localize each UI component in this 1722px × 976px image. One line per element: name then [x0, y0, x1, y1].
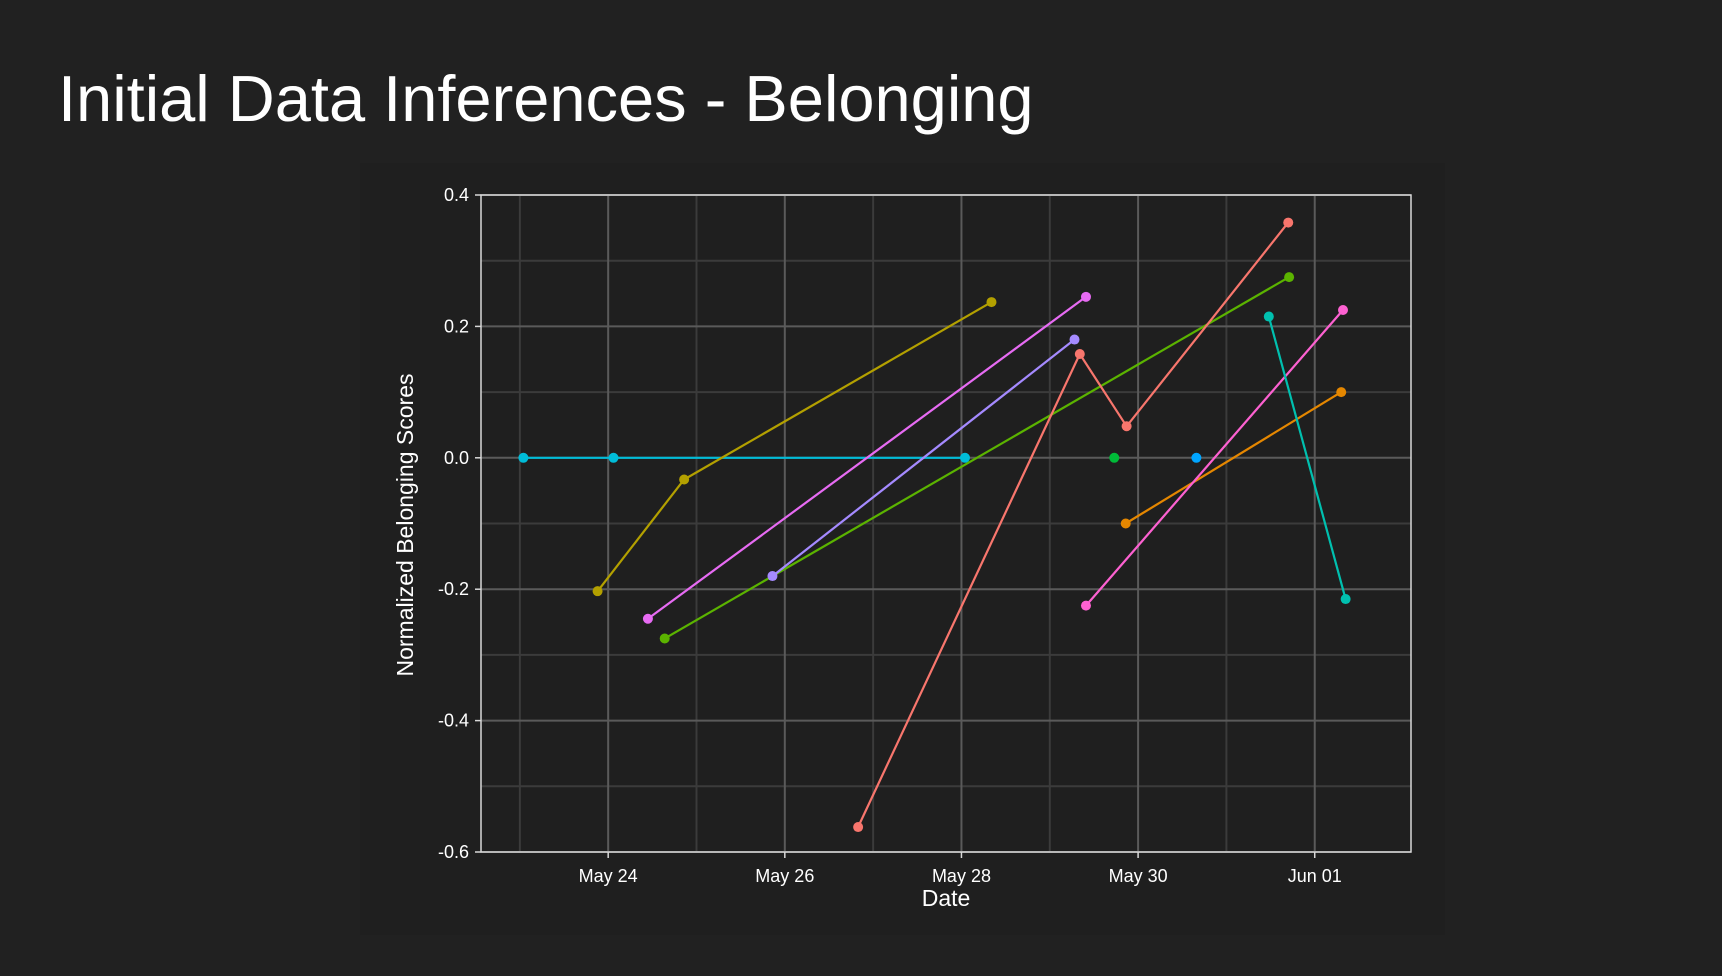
- y-axis-title: Normalized Belonging Scores: [392, 374, 418, 677]
- data-point: [1340, 594, 1351, 605]
- series-participant-6: [853, 217, 1294, 833]
- x-tick-label: May 26: [755, 866, 814, 886]
- data-point: [767, 571, 778, 582]
- data-point: [986, 297, 997, 308]
- data-point: [1109, 452, 1120, 463]
- series-line: [647, 295, 1087, 620]
- series-line: [771, 338, 1076, 577]
- data-point: [659, 633, 670, 644]
- y-tick-label: -0.6: [438, 842, 469, 862]
- axis-layer: Date Normalized Belonging Scores May 24 M…: [392, 185, 1412, 911]
- data-point: [853, 822, 864, 833]
- y-tick-label: 0.4: [444, 185, 469, 205]
- series-participant-8: [1191, 452, 1202, 463]
- plot-border: [480, 194, 1412, 853]
- series-participant-9: [1120, 387, 1347, 529]
- data-point: [1336, 387, 1347, 398]
- y-tick-label: -0.4: [438, 711, 469, 731]
- data-point: [1263, 311, 1274, 322]
- data-point: [1069, 334, 1080, 345]
- slide-title: Initial Data Inferences - Belonging: [58, 62, 1034, 135]
- series-participant-11: [1263, 311, 1351, 605]
- data-point: [1080, 291, 1091, 302]
- series-participant-2: [592, 297, 997, 597]
- y-tick-label: -0.2: [438, 579, 469, 599]
- data-point: [592, 586, 603, 597]
- y-tick-label: 0.0: [444, 448, 469, 468]
- x-axis-title: Date: [922, 885, 971, 911]
- series-layer: [518, 217, 1351, 833]
- y-tick-label: 0.2: [444, 316, 469, 336]
- x-tick-label: May 30: [1109, 866, 1168, 886]
- data-point: [1283, 217, 1294, 228]
- data-point: [959, 452, 970, 463]
- grid-layer: [481, 194, 1411, 853]
- x-tick-label: Jun 01: [1288, 866, 1342, 886]
- data-point: [642, 613, 653, 624]
- data-point: [1191, 452, 1202, 463]
- series-participant-10: [1080, 304, 1348, 611]
- data-point: [1120, 518, 1131, 529]
- data-point: [679, 474, 690, 485]
- data-point: [518, 452, 529, 463]
- data-point: [608, 452, 619, 463]
- data-point: [1284, 272, 1295, 283]
- series-participant-7: [1109, 452, 1120, 463]
- x-tick-label: May 24: [579, 866, 638, 886]
- data-point: [1080, 600, 1091, 611]
- series-line: [1125, 391, 1342, 525]
- data-point: [1074, 348, 1085, 359]
- series-line: [1085, 309, 1344, 607]
- data-point: [1121, 421, 1132, 432]
- data-point: [1337, 304, 1348, 315]
- series-participant-3: [642, 291, 1091, 624]
- x-tick-label: May 28: [932, 866, 991, 886]
- series-participant-5: [767, 334, 1080, 582]
- series-line: [857, 221, 1290, 828]
- series-participant-1: [518, 452, 970, 463]
- series-line: [1267, 316, 1347, 600]
